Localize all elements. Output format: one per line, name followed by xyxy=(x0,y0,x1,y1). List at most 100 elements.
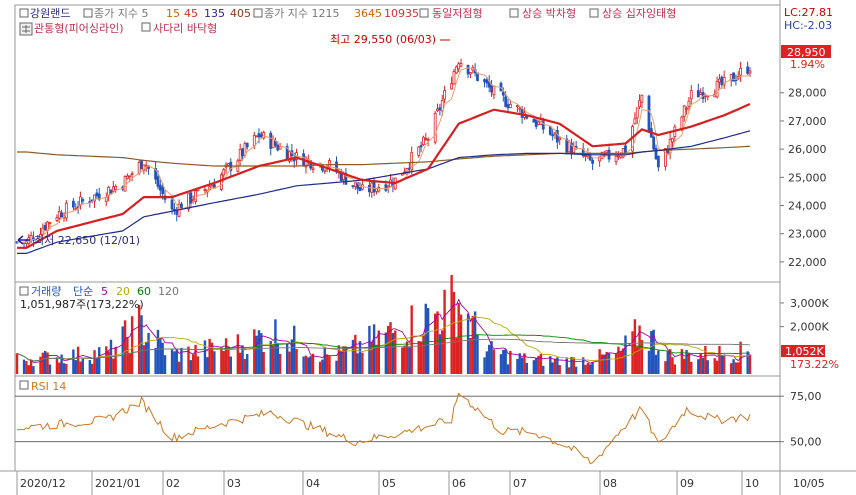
candle-body xyxy=(311,167,315,170)
candle xyxy=(555,125,559,149)
price-axis-label: 22,000 xyxy=(788,256,827,269)
volume-bar xyxy=(469,338,472,374)
candle-body xyxy=(419,145,423,148)
candle-body xyxy=(372,180,376,193)
candle xyxy=(323,169,327,175)
volume-bar xyxy=(370,341,373,374)
volume-bar xyxy=(405,341,409,374)
volume-bar xyxy=(243,358,247,374)
low-annotation: 최저 22,650 (12/01) xyxy=(34,234,140,247)
candle xyxy=(656,155,660,172)
checkbox-icon[interactable] xyxy=(509,8,519,18)
candle-body xyxy=(400,173,404,176)
volume-bar xyxy=(114,346,117,374)
x-axis-label: 09 xyxy=(680,477,694,490)
candle-body xyxy=(647,95,651,132)
volume-simple: 단순 xyxy=(73,285,93,298)
volume-bar xyxy=(48,364,52,374)
candle-body xyxy=(537,121,540,125)
candle-body xyxy=(271,138,275,149)
checkbox-icon[interactable] xyxy=(19,8,29,18)
candle-body xyxy=(375,188,378,192)
candle-body xyxy=(422,136,425,146)
volume-bar xyxy=(737,362,740,374)
checkbox-icon[interactable] xyxy=(141,22,151,32)
x-axis-label: 05 xyxy=(382,477,396,490)
volume-bar xyxy=(229,356,232,374)
price-axis-label: 25,000 xyxy=(788,171,827,184)
candle-body xyxy=(492,85,496,96)
candle-body xyxy=(259,134,263,138)
candle-body xyxy=(433,112,437,143)
x-axis-label: 2020/12 xyxy=(20,477,66,490)
volume-bar xyxy=(485,351,489,374)
candle-body xyxy=(140,159,143,170)
volume-bar xyxy=(304,355,308,374)
volume-ma5-line xyxy=(16,298,751,364)
volume-bar xyxy=(558,365,561,374)
candle-body xyxy=(128,175,132,178)
volume-bar xyxy=(504,349,507,374)
candle-body xyxy=(457,63,461,70)
volume-bar xyxy=(98,347,101,374)
candle-body xyxy=(109,189,113,194)
candle-body xyxy=(351,185,355,187)
ma-45: 45 xyxy=(184,7,198,20)
rsi-axis-label: 75,00 xyxy=(790,390,822,403)
candle-body xyxy=(161,186,165,195)
candle xyxy=(443,85,446,104)
candle-body xyxy=(466,64,470,75)
candle-body xyxy=(189,192,193,204)
candle xyxy=(518,106,522,113)
volume-bar xyxy=(154,347,157,374)
pattern-2: 상승 박차형 xyxy=(522,7,576,20)
volume-bar xyxy=(194,344,197,374)
candle xyxy=(638,94,641,110)
volume-bar xyxy=(121,326,124,374)
candle xyxy=(74,203,78,210)
candle-body xyxy=(417,146,421,156)
candle xyxy=(130,171,134,181)
checkbox-icon[interactable] xyxy=(83,8,93,18)
candle-body xyxy=(203,189,207,191)
volume-bar xyxy=(253,329,256,374)
checkbox-icon[interactable] xyxy=(253,8,263,18)
candle-body xyxy=(499,82,503,92)
volume-bar xyxy=(603,354,606,374)
checkbox-icon[interactable] xyxy=(19,380,29,390)
volume-bar xyxy=(574,366,578,374)
current-price: 28,950 xyxy=(787,46,826,59)
volume-bar xyxy=(285,343,289,374)
price-axis-label: 28,000 xyxy=(788,87,827,100)
price-axis-label: 26,000 xyxy=(788,143,827,156)
volume-bar xyxy=(180,347,183,374)
volume-bar xyxy=(321,359,324,374)
candle-body xyxy=(60,212,64,218)
ma2-3645: 3645 xyxy=(354,7,382,20)
candle-body xyxy=(485,79,489,84)
candle xyxy=(55,214,59,223)
pattern-1: 동일저점형 xyxy=(432,6,483,20)
candle xyxy=(424,132,428,141)
candle-body xyxy=(748,70,752,74)
candle-body xyxy=(93,194,96,202)
candle-body xyxy=(154,168,158,180)
volume-bar xyxy=(410,305,413,374)
candle-body xyxy=(238,148,242,161)
candle-body xyxy=(722,76,726,86)
candle xyxy=(126,173,129,180)
candle-body xyxy=(71,200,75,208)
checkbox-icon[interactable] xyxy=(589,8,599,18)
candle-body xyxy=(107,186,111,196)
candle-body xyxy=(687,100,691,107)
checkbox-icon[interactable] xyxy=(19,286,29,296)
volume-bar xyxy=(107,351,110,374)
candle-body xyxy=(732,72,735,82)
volume-bar xyxy=(356,353,359,374)
candle-body xyxy=(534,119,538,127)
volume-bar xyxy=(556,357,559,374)
volume-bar xyxy=(62,363,66,374)
volume-bar xyxy=(384,332,388,374)
checkbox-icon[interactable] xyxy=(419,8,429,18)
volume-bar xyxy=(391,333,395,374)
